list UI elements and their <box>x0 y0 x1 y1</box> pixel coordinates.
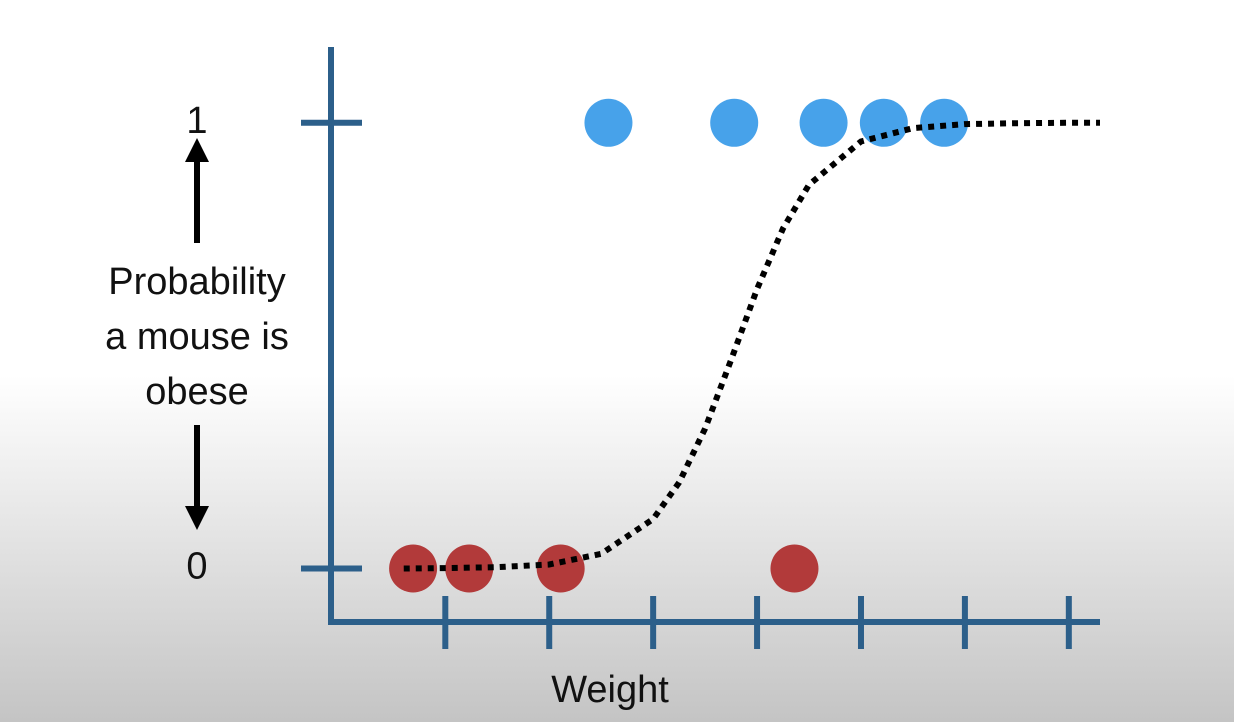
y-axis-label: obese <box>145 371 249 413</box>
point <box>799 98 848 147</box>
point <box>770 544 819 593</box>
x-axis-label: Weight <box>551 669 669 711</box>
y-axis-label: Probability <box>108 261 285 303</box>
y-tick-label: 1 <box>186 100 207 142</box>
point <box>584 98 633 147</box>
y-tick-label: 0 <box>186 546 207 588</box>
point <box>389 544 438 593</box>
y-axis-label: a mouse is <box>105 316 289 358</box>
point <box>859 98 908 147</box>
curve <box>403 119 1100 572</box>
point <box>536 544 585 593</box>
point <box>710 98 759 147</box>
